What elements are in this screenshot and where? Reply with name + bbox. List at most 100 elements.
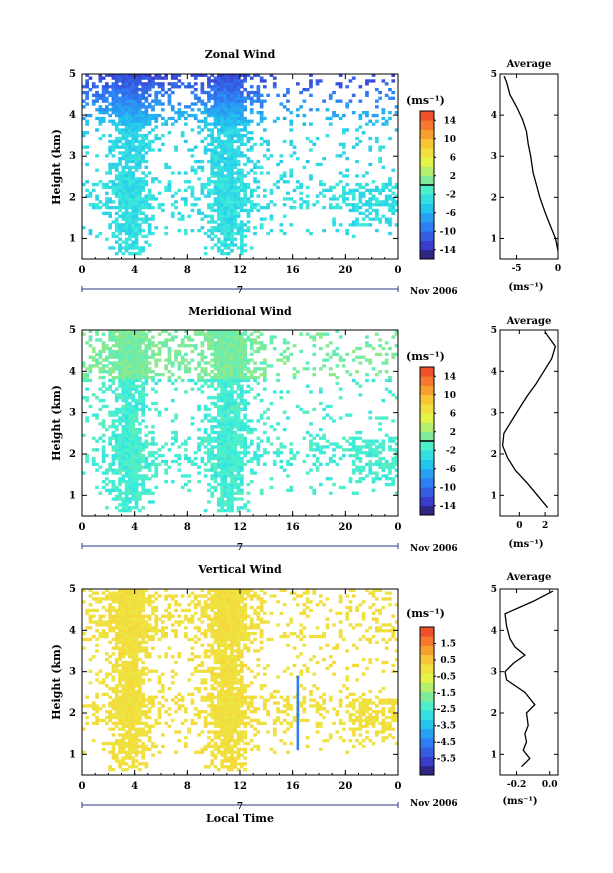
heatmap-cell [111, 182, 116, 187]
heatmap-cell [124, 634, 129, 639]
heatmap-cell [101, 451, 106, 455]
heatmap-cell [351, 445, 356, 449]
heatmap-cell [131, 603, 136, 607]
heatmap-cell [147, 188, 152, 192]
heatmap-cell [114, 407, 119, 411]
heatmap-cell [236, 128, 241, 132]
heatmap-cell [190, 194, 195, 198]
heatmap-cell [388, 231, 392, 236]
heatmap-cell [230, 217, 234, 221]
heatmap-cell [256, 459, 261, 464]
heatmap-cell [226, 76, 231, 80]
heatmap-cell [108, 413, 112, 417]
heatmap-cell [128, 454, 132, 458]
heatmap-cell [378, 90, 382, 95]
x-tick-label: 4 [131, 522, 138, 533]
heatmap-cell [223, 234, 228, 238]
heatmap-cell [384, 93, 389, 97]
heatmap-cell [141, 588, 145, 592]
heatmap-cell [147, 142, 152, 146]
heatmap-cell [167, 361, 172, 365]
heatmap-cell [111, 488, 116, 492]
heatmap-cell [220, 387, 224, 391]
heatmap-cell [121, 756, 126, 760]
heatmap-cell [210, 88, 215, 92]
heatmap-cell [131, 157, 136, 161]
heatmap-cell [325, 462, 330, 466]
heatmap-cell [210, 217, 215, 221]
heatmap-cell [220, 88, 224, 92]
heatmap-cell [141, 733, 145, 737]
heatmap-cell [124, 131, 129, 135]
heatmap-cell [141, 632, 145, 636]
heatmap-cell [105, 454, 109, 458]
heatmap-cell [141, 177, 145, 181]
heatmap-cell [210, 329, 215, 333]
heatmap-cell [269, 341, 274, 345]
heatmap-cell [236, 425, 241, 429]
heatmap-cell [240, 206, 244, 210]
heatmap-cell [147, 361, 152, 365]
heatmap-cell [226, 90, 231, 95]
heatmap-cell [236, 349, 241, 354]
heatmap-cell [217, 335, 221, 339]
heatmap-cell [210, 465, 215, 469]
heatmap-cell [138, 588, 142, 592]
heatmap-cell [200, 185, 205, 190]
heatmap-cell [121, 640, 126, 644]
heatmap-cell [131, 399, 136, 403]
heatmap-cell [217, 332, 221, 336]
heatmap-cell [121, 73, 126, 77]
heatmap-cell [128, 381, 132, 385]
heatmap-cell [200, 90, 205, 95]
heatmap-cell [200, 439, 205, 443]
heatmap-cell [184, 105, 188, 109]
heatmap-cell [101, 358, 106, 362]
heatmap-cell [230, 162, 234, 167]
heatmap-cell [124, 643, 129, 647]
heatmap-cell [144, 474, 149, 478]
heatmap-cell [319, 482, 323, 487]
colorbar-segment [420, 166, 434, 177]
heatmap-cell [114, 439, 119, 443]
heatmap-cell [131, 413, 136, 417]
heatmap-cell [134, 128, 139, 132]
heatmap-cell [124, 211, 129, 215]
heatmap-cell [378, 422, 382, 426]
heatmap-cell [240, 344, 244, 348]
heatmap-cell [138, 217, 142, 221]
heatmap-cell [134, 364, 139, 368]
heatmap-cell [134, 730, 139, 734]
heatmap-cell [220, 168, 224, 172]
heatmap-cell [220, 243, 224, 247]
heatmap-cell [121, 229, 126, 233]
heatmap-cell [249, 459, 254, 464]
heatmap-cell [253, 451, 257, 455]
heatmap-cell [230, 456, 234, 461]
heatmap-cell [131, 361, 136, 365]
heatmap-cell [128, 344, 132, 348]
heatmap-cell [151, 217, 155, 221]
heatmap-cell [108, 378, 112, 383]
heatmap-cell [368, 462, 373, 466]
heatmap-cell [305, 185, 310, 190]
heatmap-cell [114, 614, 119, 618]
heatmap-cell [114, 139, 119, 144]
heatmap-cell [138, 139, 142, 144]
heatmap-cell [128, 243, 132, 247]
heatmap-cell [361, 191, 366, 195]
heatmap-cell [236, 456, 241, 461]
heatmap-cell [134, 500, 139, 504]
heatmap-cell [213, 180, 218, 184]
heatmap-cell [233, 162, 238, 167]
heatmap-cell [167, 93, 172, 97]
heatmap-cell [381, 203, 386, 207]
heatmap-cell [141, 692, 145, 696]
heatmap-cell [108, 329, 112, 333]
heatmap-cell [128, 445, 132, 449]
heatmap-cell [114, 620, 119, 624]
heatmap-cell [144, 698, 149, 702]
heatmap-cell [236, 131, 241, 135]
heatmap-cell [207, 488, 211, 492]
heatmap-cell [193, 113, 198, 118]
